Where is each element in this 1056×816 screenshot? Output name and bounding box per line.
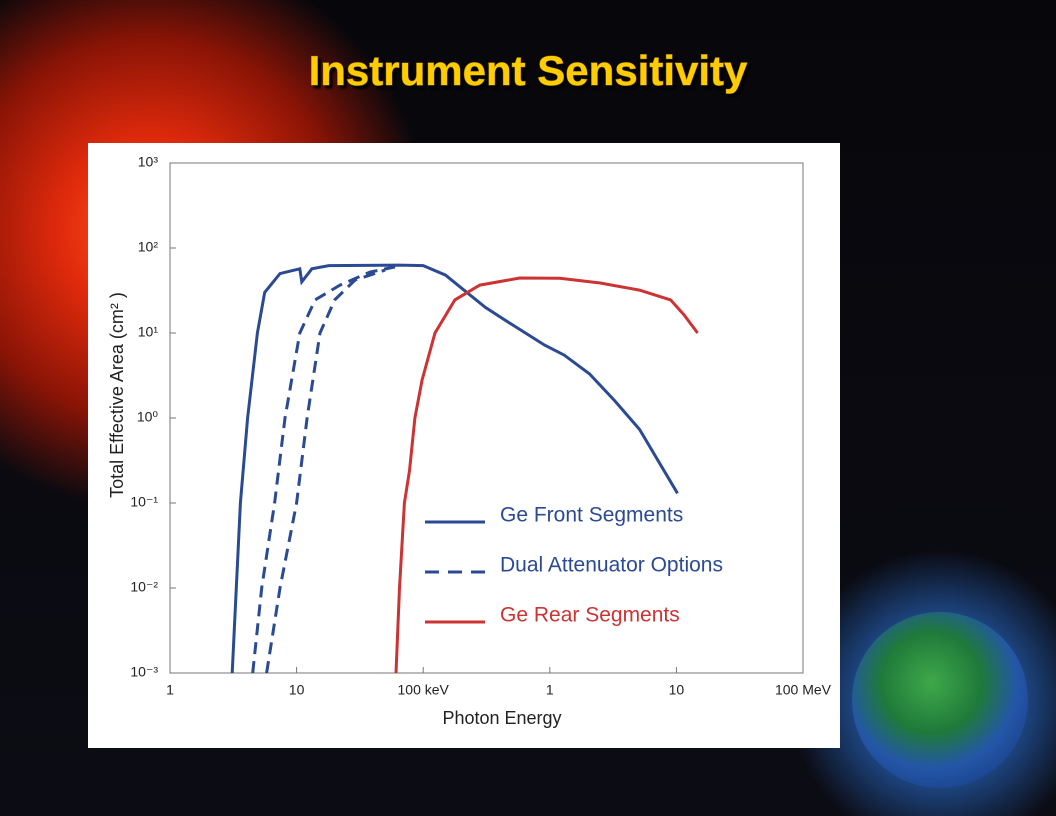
- legend-label: Ge Front Segments: [500, 504, 683, 527]
- y-tick-label: 10⁻³: [130, 664, 158, 680]
- x-axis-label: Photon Energy: [442, 708, 561, 728]
- x-tick-label: 100 keV: [398, 682, 450, 698]
- y-tick-label: 10¹: [138, 324, 159, 340]
- x-tick-label: 1: [166, 682, 174, 698]
- y-tick-label: 10⁰: [137, 409, 159, 425]
- data-line: [394, 276, 699, 674]
- y-tick-label: 10³: [138, 154, 159, 170]
- data-line: [265, 268, 386, 674]
- x-tick-label: 1: [546, 682, 554, 698]
- chart-title: Instrument Sensitivity: [309, 47, 748, 94]
- data-line: [251, 265, 396, 674]
- x-tick-label: 100 MeV: [775, 682, 832, 698]
- y-tick-label: 10⁻²: [130, 579, 158, 595]
- earth-illustration: [852, 612, 1028, 788]
- x-tick-label: 10: [289, 682, 305, 698]
- chart-panel: [88, 143, 840, 748]
- x-tick-label: 10: [669, 682, 685, 698]
- y-tick-label: 10⁻¹: [130, 494, 158, 510]
- legend-label: Ge Rear Segments: [500, 604, 680, 627]
- data-line: [230, 263, 679, 674]
- y-tick-label: 10²: [138, 239, 159, 255]
- y-axis-label: Total Effective Area (cm² ): [107, 292, 127, 498]
- legend-label: Dual Attenuator Options: [500, 554, 723, 577]
